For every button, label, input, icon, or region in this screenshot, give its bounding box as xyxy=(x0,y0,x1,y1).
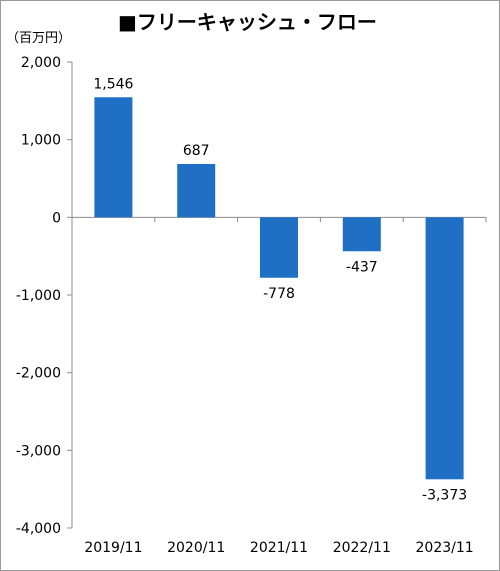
data-label: 1,546 xyxy=(93,76,133,92)
y-tick-label: 0 xyxy=(52,210,61,226)
bar xyxy=(177,163,216,218)
data-label: -3,373 xyxy=(422,487,467,503)
bar xyxy=(425,217,464,480)
x-tick-label: 2020/11 xyxy=(167,540,225,556)
x-tick-label: 2019/11 xyxy=(84,540,142,556)
y-tick-label: -1,000 xyxy=(16,288,61,304)
chart-title: ■フリーキャッシュ・フロー xyxy=(118,10,377,34)
y-tick-label: -3,000 xyxy=(16,443,61,459)
x-tick-label: 2023/11 xyxy=(416,540,474,556)
x-tick-label: 2022/11 xyxy=(333,540,391,556)
x-tick-label: 2021/11 xyxy=(250,540,308,556)
y-tick-label: 2,000 xyxy=(21,55,61,71)
bar xyxy=(94,97,133,218)
y-tick-label: -2,000 xyxy=(16,366,61,382)
data-label: 687 xyxy=(183,143,210,159)
bar xyxy=(342,217,381,252)
y-tick-label: -4,000 xyxy=(16,521,61,537)
bar xyxy=(260,217,298,278)
unit-label: （百万円） xyxy=(6,31,72,46)
y-tick-label: 1,000 xyxy=(21,133,61,149)
data-label: -437 xyxy=(346,259,378,275)
data-label: -778 xyxy=(263,286,295,302)
